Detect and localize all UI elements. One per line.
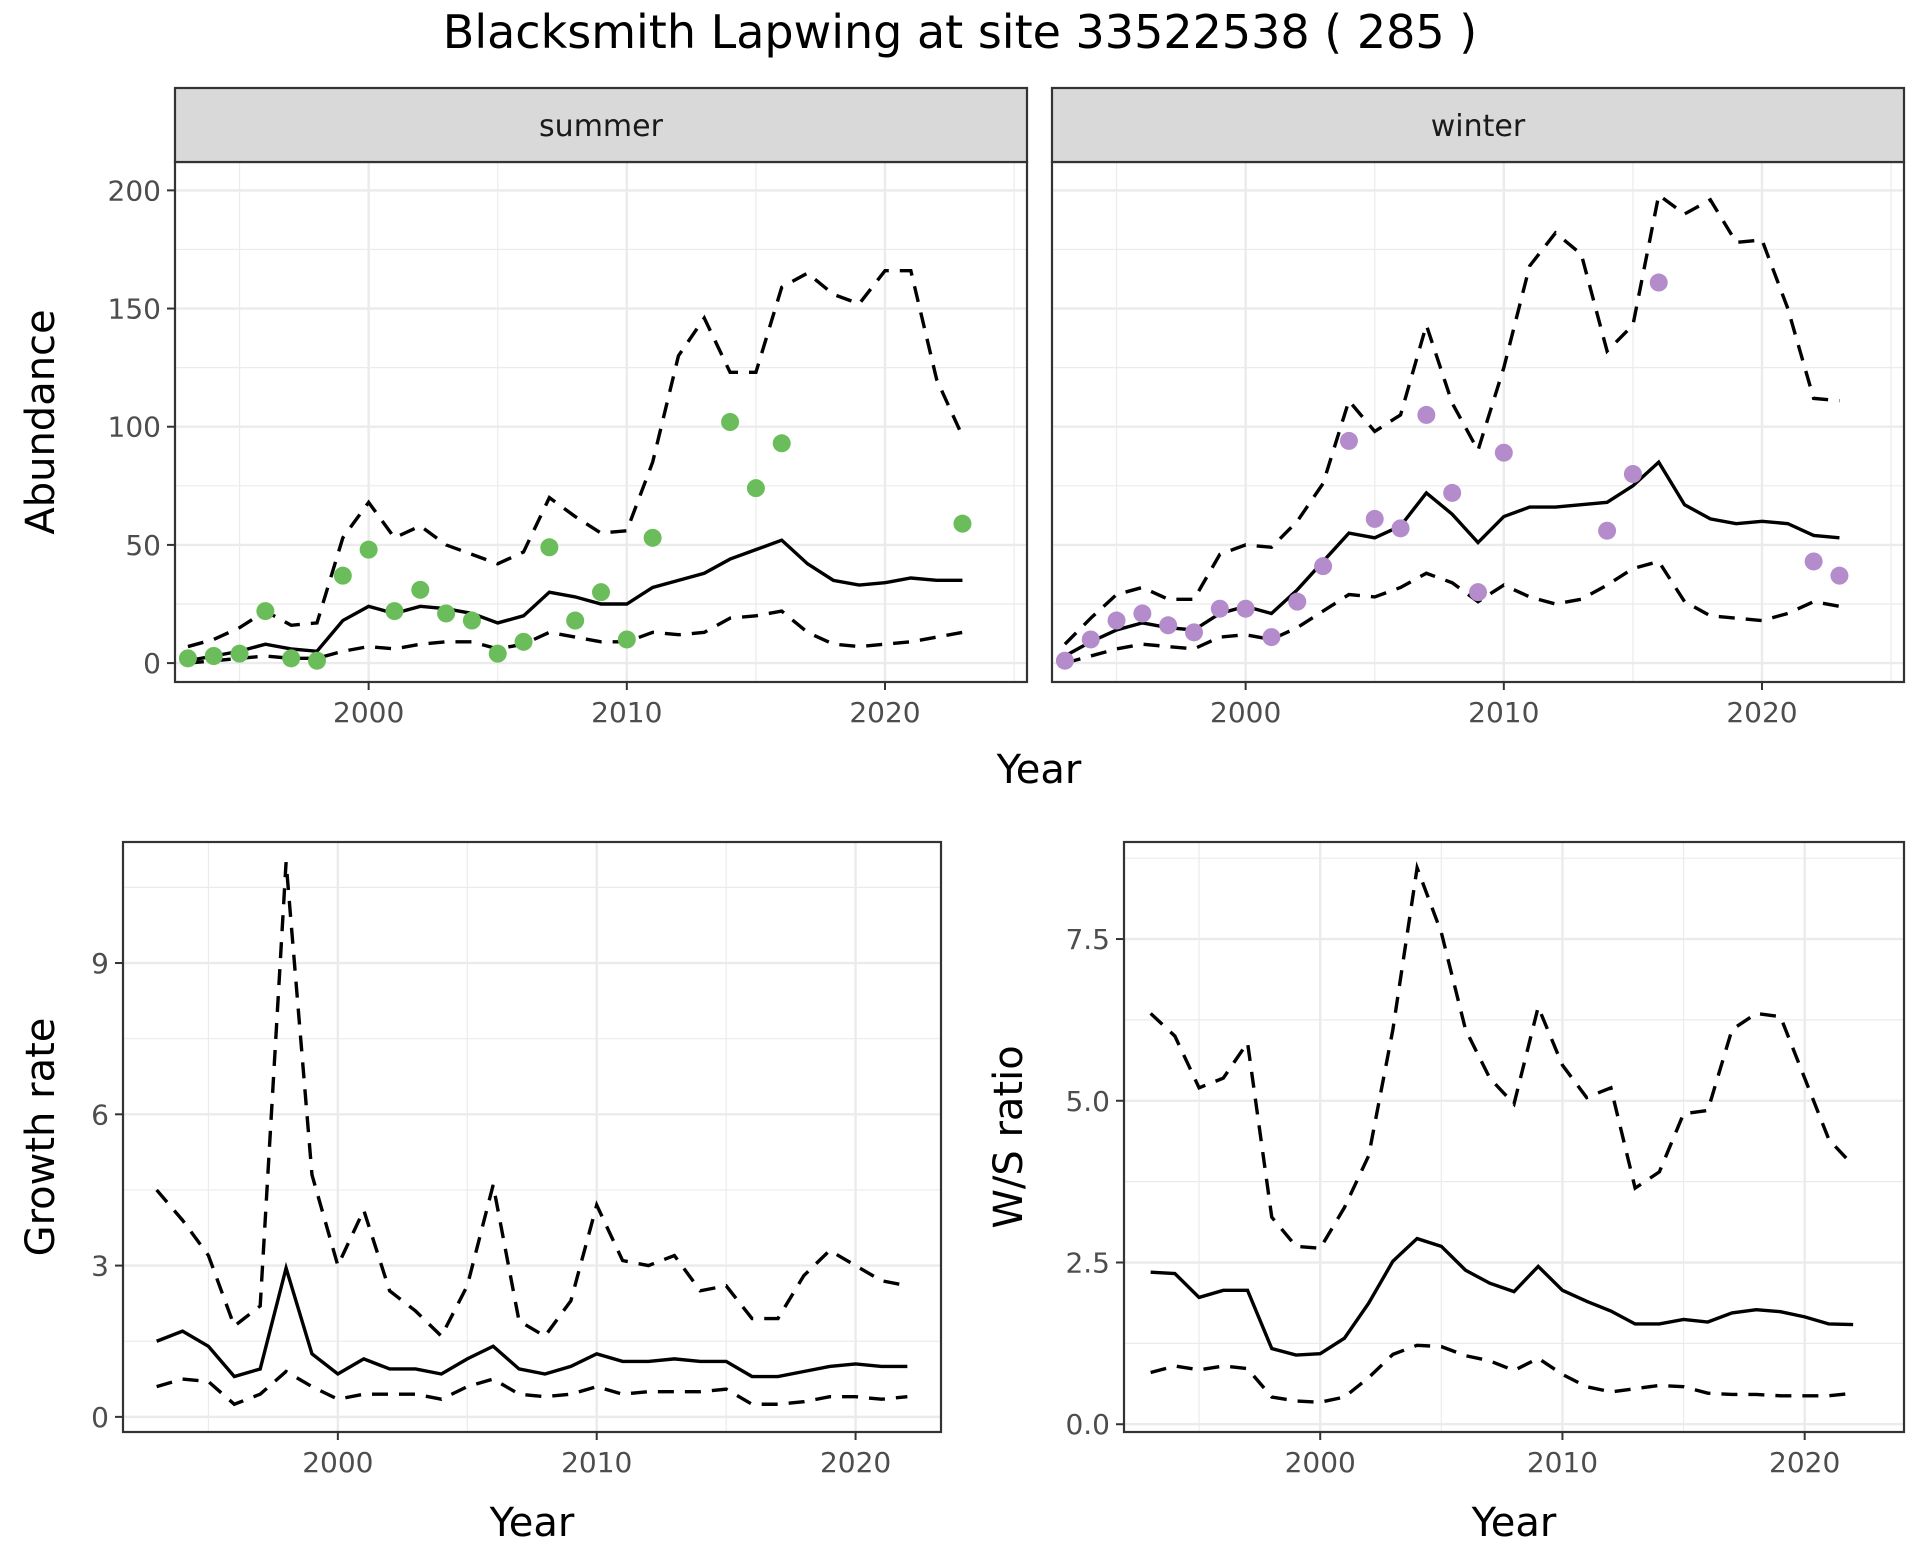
series-lower-line — [1150, 1343, 1854, 1404]
data-point — [411, 580, 430, 599]
data-point — [772, 434, 791, 453]
x-axis-title-abundance: Year — [996, 747, 1082, 793]
x-tick-label: 2010 — [1527, 1446, 1598, 1479]
x-tick-label: 2010 — [591, 696, 662, 729]
data-point — [953, 514, 972, 533]
x-tick-label: 2000 — [1210, 696, 1281, 729]
x-tick-label: 2010 — [1468, 696, 1539, 729]
facet-label: winter — [1431, 109, 1526, 144]
data-point — [1107, 611, 1126, 630]
x-tick-label: 2020 — [820, 1446, 891, 1479]
x-tick-label: 2000 — [1285, 1446, 1356, 1479]
data-point — [1469, 583, 1487, 602]
series-upper-line — [155, 862, 908, 1340]
panel-abundance_summer: summer 0 50 100 150 200 2000 2010 2020 — [108, 86, 1029, 729]
data-point — [178, 649, 197, 668]
y-tick-label: 100 — [108, 411, 161, 444]
data-point — [721, 413, 740, 431]
series-estimate-line — [187, 538, 963, 663]
data-point — [204, 647, 223, 665]
y-tick-label: 50 — [125, 529, 161, 562]
data-point — [1185, 623, 1203, 642]
y-axis-title-ratio: W/S ratio — [986, 1045, 1032, 1228]
y-tick-label: 0 — [91, 1401, 109, 1434]
x-axis-title-growth: Year — [489, 1500, 575, 1546]
data-point — [385, 602, 404, 621]
y-tick-label: 6 — [91, 1098, 109, 1131]
data-point — [592, 583, 610, 602]
data-point — [746, 479, 765, 498]
data-point — [1081, 630, 1100, 649]
y-axis-title-abundance: Abundance — [18, 309, 64, 534]
data-point — [1443, 483, 1462, 502]
data-point — [540, 538, 559, 557]
series-lower-line — [156, 1369, 908, 1407]
data-point — [230, 644, 249, 663]
x-axis-title-ratio: Year — [1471, 1500, 1557, 1546]
x-tick-label: 2020 — [1726, 696, 1797, 729]
x-tick-label: 2000 — [333, 696, 404, 729]
series-lower-line — [1064, 559, 1840, 665]
panel-abundance_winter: winter 2000 2010 2020 — [1050, 86, 1906, 729]
y-tick-label: 0 — [143, 647, 161, 680]
data-point — [1830, 566, 1849, 585]
data-point — [1055, 651, 1074, 670]
data-point — [1391, 519, 1410, 538]
y-tick-label: 9 — [91, 947, 109, 980]
facet-strip — [1050, 86, 1906, 164]
y-tick-label: 0.0 — [1065, 1408, 1110, 1441]
main-title: Blacksmith Lapwing at site 33522538 ( 28… — [443, 5, 1477, 59]
panel-border — [121, 840, 943, 1434]
data-point — [437, 604, 456, 623]
y-tick-label: 200 — [108, 174, 161, 207]
data-point — [1288, 592, 1307, 611]
data-point — [1804, 552, 1823, 571]
data-point — [1649, 273, 1668, 292]
x-tick-label: 2020 — [1769, 1446, 1840, 1479]
panel-ws_ratio: 0.0 2.5 5.0 7.5 2000 2010 2020 — [1065, 840, 1906, 1479]
series-upper-line — [1149, 861, 1855, 1251]
data-point — [333, 566, 352, 585]
data-point — [1262, 628, 1281, 647]
series-upper-line — [187, 269, 964, 649]
y-tick-label: 150 — [108, 293, 161, 326]
panel-growth_rate: 0 3 6 9 2000 2010 2020 — [91, 840, 943, 1479]
data-point — [1133, 604, 1152, 623]
data-point — [1314, 557, 1333, 576]
y-tick-label: 2.5 — [1065, 1247, 1110, 1280]
series-estimate-line — [156, 1261, 908, 1379]
series-upper-line — [1063, 192, 1840, 646]
facet-strip — [173, 86, 1029, 164]
data-point — [1159, 616, 1178, 635]
data-point — [1210, 599, 1229, 618]
facet-label: summer — [539, 109, 664, 144]
y-tick-label: 5.0 — [1065, 1085, 1110, 1118]
data-point — [1365, 509, 1384, 528]
data-point — [1417, 405, 1436, 424]
data-point — [566, 611, 585, 630]
panel-border — [1122, 840, 1906, 1434]
data-point — [1494, 443, 1513, 462]
data-point — [488, 644, 507, 663]
data-point — [1236, 599, 1255, 618]
x-tick-label: 2020 — [849, 696, 920, 729]
y-axis-title-growth: Growth rate — [18, 1018, 64, 1257]
data-point — [308, 651, 326, 670]
y-tick-label: 7.5 — [1065, 923, 1110, 956]
series-estimate-line — [1150, 1236, 1854, 1357]
data-point — [1598, 521, 1617, 540]
data-point — [617, 630, 636, 649]
data-point — [282, 649, 301, 668]
x-tick-label: 2010 — [561, 1446, 632, 1479]
data-point — [256, 602, 275, 621]
data-point — [359, 540, 378, 559]
data-point — [643, 528, 662, 547]
data-point — [1339, 431, 1358, 450]
data-point — [462, 611, 481, 630]
y-tick-label: 3 — [91, 1250, 109, 1283]
data-point — [514, 632, 533, 651]
data-point — [1623, 465, 1642, 483]
x-tick-label: 2000 — [302, 1446, 373, 1479]
